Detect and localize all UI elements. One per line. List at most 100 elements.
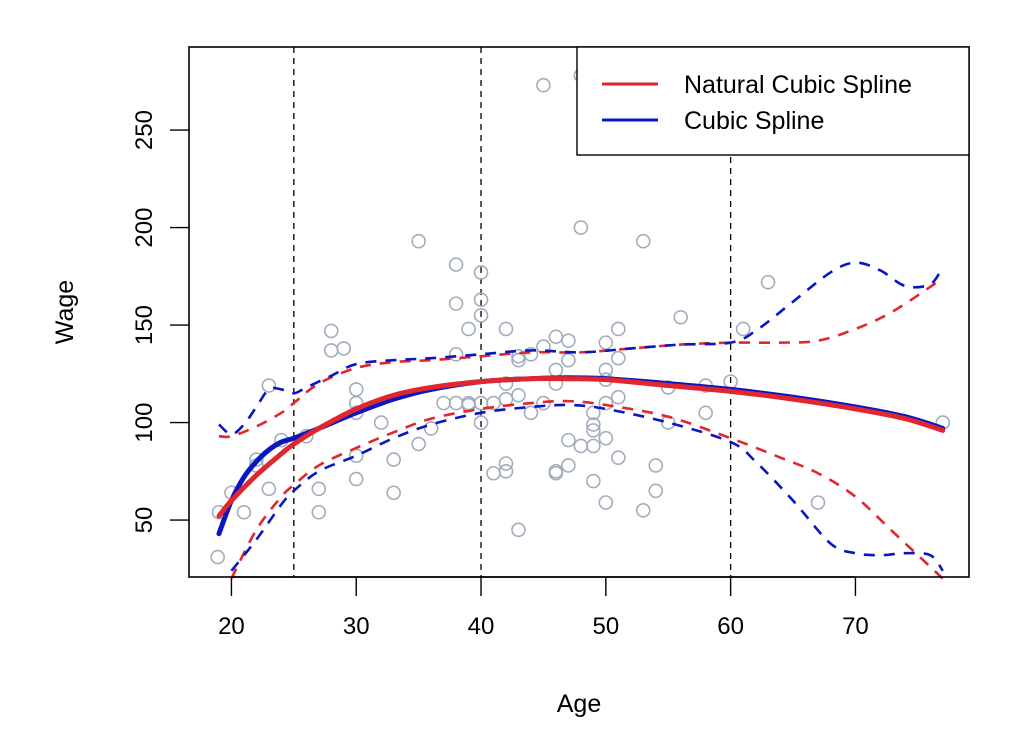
cubic-spline-upper-band-line (218, 261, 944, 436)
legend-label-cubic-spline: Cubic Spline (684, 107, 824, 135)
data-point (573, 220, 589, 235)
data-point (448, 347, 464, 362)
x-axis: 20 30 40 50 60 70 (218, 576, 869, 640)
data-point (561, 333, 576, 348)
confidence-bands (218, 261, 944, 580)
natural-cubic-spline-fit-line (216, 375, 946, 519)
data-point (735, 321, 751, 337)
data-point (648, 483, 664, 499)
data-point (261, 481, 277, 497)
y-axis-label: Wage (51, 280, 79, 344)
data-point (498, 464, 514, 479)
data-point (348, 382, 364, 397)
x-tick-label: 30 (343, 613, 370, 640)
data-point (598, 395, 614, 411)
data-point (586, 438, 601, 454)
data-point (611, 450, 626, 465)
data-point (598, 335, 614, 350)
data-point (498, 321, 514, 337)
data-point (323, 323, 339, 339)
data-point (673, 309, 689, 325)
fit-curves (216, 375, 946, 537)
data-point (473, 292, 489, 308)
data-point (648, 458, 664, 473)
data-point (523, 347, 539, 362)
data-point (573, 438, 589, 454)
x-tick-label: 50 (592, 613, 619, 640)
data-point (311, 481, 327, 497)
data-point (336, 341, 352, 356)
data-point (698, 405, 713, 421)
data-point (523, 405, 539, 421)
data-point (586, 473, 601, 489)
data-point (810, 495, 826, 510)
data-point (386, 485, 401, 501)
data-point (548, 362, 564, 378)
data-point (586, 423, 601, 438)
x-tick-label: 40 (468, 613, 495, 640)
data-point (511, 387, 526, 403)
data-point (611, 321, 626, 337)
x-tick-label: 60 (717, 613, 744, 640)
y-tick-label: 100 (131, 403, 158, 443)
data-point (486, 465, 501, 481)
y-tick-label: 250 (131, 110, 158, 150)
y-tick-label: 50 (131, 507, 158, 534)
data-point (311, 504, 327, 520)
data-point (548, 329, 564, 345)
data-point (473, 265, 489, 280)
x-tick-label: 70 (842, 613, 869, 640)
data-point (498, 391, 514, 407)
data-point (598, 430, 614, 446)
data-point (760, 274, 776, 290)
data-point (586, 417, 601, 432)
data-point (498, 376, 514, 391)
data-point (598, 495, 614, 510)
data-point (261, 378, 277, 393)
legend-box (576, 46, 970, 156)
natural-cubic-spline-lower-band-line (230, 399, 944, 580)
cubic-spline-fit-line (216, 375, 946, 537)
data-point (448, 296, 464, 311)
data-point (548, 464, 564, 479)
data-point (348, 471, 364, 487)
y-axis: 50 100 150 200 250 (131, 110, 189, 533)
data-point (473, 308, 489, 323)
legend-label-natural-cubic-spline: Natural Cubic Spline (684, 71, 912, 99)
data-point (210, 549, 226, 565)
data-point (436, 395, 451, 411)
data-point (635, 503, 651, 518)
legend: Natural Cubic Spline Cubic Spline (576, 46, 970, 156)
data-point (498, 456, 514, 471)
cubic-spline-lower-band-line (230, 403, 944, 572)
data-point (461, 321, 476, 337)
data-point (423, 421, 439, 436)
data-point (473, 415, 489, 430)
x-tick-label: 20 (218, 613, 245, 640)
data-point (249, 452, 264, 467)
data-point (511, 352, 526, 368)
data-point (611, 350, 626, 366)
natural-cubic-spline-upper-band-line (218, 277, 944, 439)
y-tick-label: 150 (131, 305, 158, 345)
data-point (561, 432, 576, 448)
data-point (635, 233, 651, 249)
data-point (536, 77, 551, 93)
data-point (411, 436, 426, 452)
data-point (386, 452, 401, 467)
data-point (536, 395, 551, 411)
data-point (323, 343, 339, 358)
data-point (373, 415, 389, 430)
data-point (561, 352, 576, 368)
x-axis-label: Age (557, 690, 601, 718)
data-point (611, 389, 626, 405)
data-point (448, 257, 464, 272)
data-point (236, 504, 252, 520)
data-point (561, 458, 576, 473)
data-point (448, 395, 464, 411)
data-point (511, 522, 526, 538)
y-tick-label: 200 (131, 208, 158, 248)
data-point (411, 233, 426, 249)
data-point (586, 405, 601, 421)
